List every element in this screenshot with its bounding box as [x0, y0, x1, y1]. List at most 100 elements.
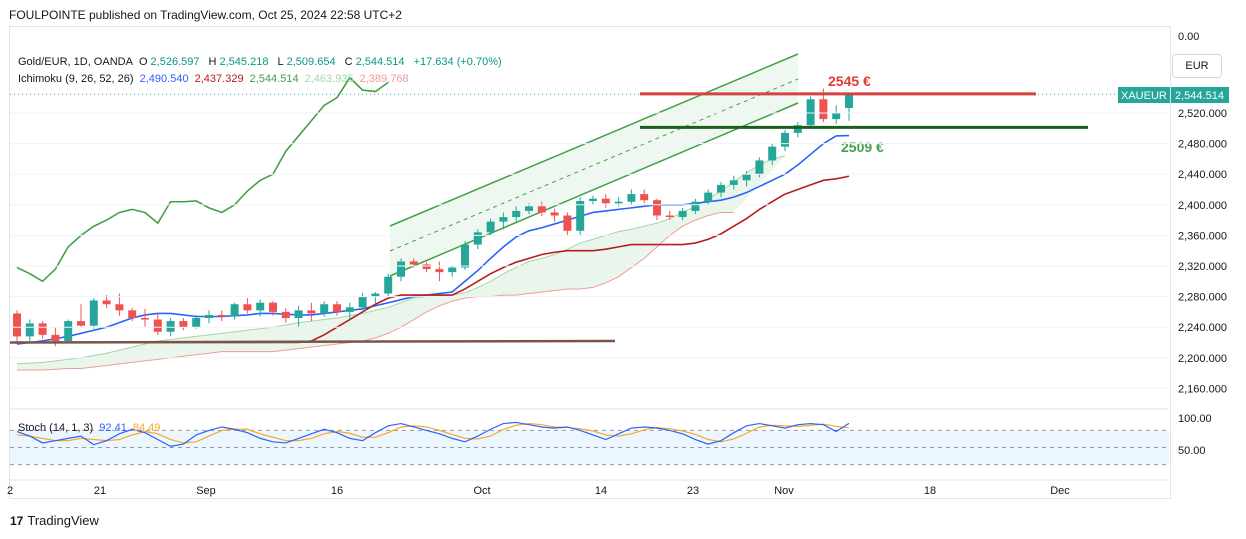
time-tick: 14	[595, 485, 607, 497]
candle-body	[307, 310, 316, 314]
candle-body	[832, 113, 841, 120]
candle-body	[179, 321, 188, 328]
footer: 17 TradingView	[10, 513, 99, 528]
candle-body	[141, 318, 149, 320]
trend-channel	[389, 53, 799, 277]
candle-body	[77, 321, 85, 326]
price-tick: 2,440.000	[1178, 169, 1227, 181]
candle-body	[128, 310, 137, 319]
candle-body	[38, 323, 47, 335]
stoch-tick: 50.00	[1178, 445, 1206, 457]
resistance-label: 2545 €	[828, 73, 871, 89]
candle-body	[473, 232, 482, 245]
candle-body	[448, 267, 457, 273]
candle-body	[166, 321, 175, 332]
currency-selector[interactable]: EUR	[1172, 54, 1222, 78]
candle-body	[115, 304, 124, 311]
stoch-label: Stoch (14, 1, 3)	[18, 422, 94, 434]
ichimoku-conversion: 2,490.540	[139, 73, 189, 85]
time-tick: Oct	[473, 485, 490, 497]
price-tick: 2,480.000	[1178, 139, 1227, 151]
stoch-d-value: 84.49	[132, 422, 161, 434]
lagging-line	[16, 76, 389, 283]
ichimoku-legend: Ichimoku (9, 26, 52, 26) 2,490.540 2,437…	[18, 73, 412, 85]
candle-body	[499, 217, 508, 222]
candle-body	[614, 201, 623, 204]
candle-body	[563, 215, 572, 231]
candle-body	[358, 296, 367, 308]
candle-body	[678, 210, 687, 218]
chart-area[interactable]	[9, 26, 1171, 499]
candle-body	[243, 304, 252, 311]
time-tick: Sep	[196, 485, 216, 497]
candle-body	[755, 160, 764, 175]
tradingview-logo-icon: 17	[10, 513, 24, 528]
candle-body	[51, 334, 60, 341]
stochastic-pane	[10, 408, 1169, 466]
candle-body	[333, 304, 341, 312]
candle-body	[345, 307, 354, 312]
ohlc-open: O 2,526.597	[138, 56, 200, 68]
candle-body	[384, 276, 393, 294]
candle-body	[217, 314, 226, 317]
price-badge-bg	[1171, 87, 1229, 103]
candle-body	[89, 300, 98, 326]
candle-body	[153, 319, 162, 332]
candle-body	[64, 321, 73, 341]
symbol-badge-bg	[1118, 87, 1170, 103]
channel-lower	[389, 102, 799, 277]
price-tick: 2,360.000	[1178, 230, 1227, 242]
candle-body	[269, 302, 277, 312]
candle-body	[537, 206, 546, 213]
candle-body	[589, 198, 597, 201]
publisher-header: FOULPOINTE published on TradingView.com,…	[9, 8, 402, 22]
candle-body	[525, 206, 533, 211]
candle-body	[819, 99, 828, 120]
candles	[13, 88, 853, 347]
ichimoku-span-b: 2,389.768	[359, 73, 409, 85]
candle-body	[422, 264, 431, 270]
price-tick: 2,320.000	[1178, 261, 1227, 273]
candle-body	[640, 194, 649, 201]
price-change: +17.634 (+0.70%)	[413, 56, 502, 68]
candle-body	[729, 180, 738, 185]
ohlc-low: L 2,509.654	[277, 56, 336, 68]
time-tick: Nov	[774, 485, 794, 497]
candle-body	[371, 293, 380, 297]
channel-mid	[389, 78, 799, 252]
candle-body	[409, 261, 418, 265]
candle-body	[781, 132, 789, 147]
ichimoku-span-a: 2,463.935	[304, 73, 354, 85]
candle-body	[717, 184, 725, 193]
candle-body	[742, 174, 751, 181]
tradingview-brand: TradingView	[27, 513, 99, 528]
stoch-k-value: 92.41	[99, 422, 127, 434]
candle-body	[665, 215, 674, 218]
span-a-line	[16, 155, 786, 365]
candle-body	[576, 200, 585, 231]
candle-body	[461, 244, 469, 268]
stoch-k-line	[16, 421, 850, 447]
support-label: 2509 €	[841, 139, 884, 155]
time-tick: 2	[7, 485, 13, 497]
candle-body	[435, 269, 444, 273]
base-support-line	[9, 339, 616, 344]
stoch-tick: 100.00	[1178, 413, 1212, 425]
symbol-name: Gold/EUR, 1D, OANDA	[18, 56, 133, 68]
axes: 0.00 2,520.000 2,480.000 2,440.000 2,400.000…	[7, 31, 1229, 497]
ichimoku-label: Ichimoku (9, 26, 52, 26)	[18, 73, 134, 85]
symbol-badge: XAUEUR	[1121, 90, 1167, 102]
candle-body	[512, 210, 521, 218]
price-badge: 2,544.514	[1175, 90, 1224, 102]
channel-upper	[389, 53, 799, 227]
price-levels: 2545 € 2509 €	[9, 73, 1169, 344]
candle-body	[102, 300, 111, 305]
price-tick: 2,240.000	[1178, 322, 1227, 334]
stoch-legend: Stoch (14, 1, 3) 92.41 84.49	[18, 422, 163, 434]
time-tick: 21	[94, 485, 106, 497]
candle-body	[653, 200, 661, 216]
ohlc-high: H 2,545.218	[208, 56, 269, 68]
candle-body	[627, 194, 636, 202]
candle-body	[294, 310, 303, 319]
